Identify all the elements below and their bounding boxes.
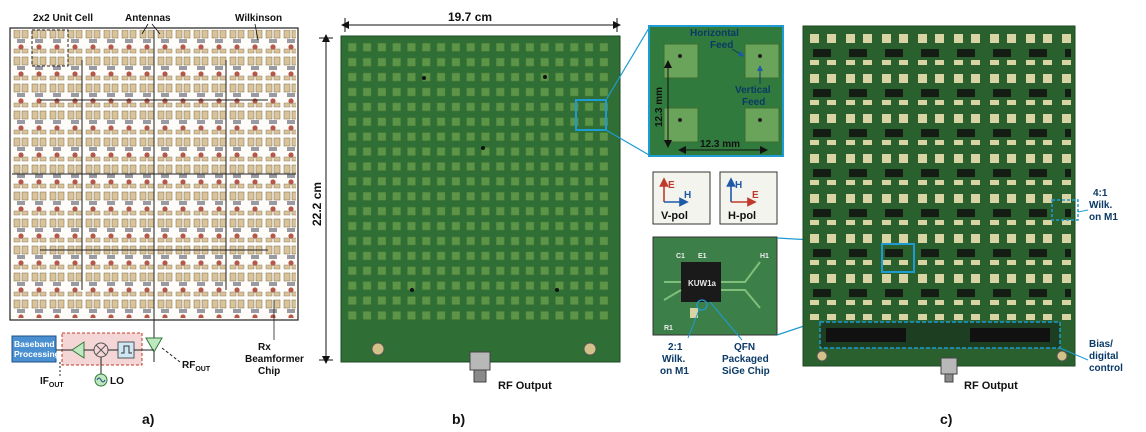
patch-antenna	[744, 107, 780, 143]
label-dim-horizontal: 12.3 mm	[700, 139, 740, 150]
panel-b: 19.7 cm 22.2 cm RF Output Horizont	[310, 10, 883, 427]
patch-antenna-grid	[345, 40, 611, 324]
caption-a: a)	[142, 411, 154, 427]
label-vertical-feed: Vertical Feed	[735, 85, 773, 108]
r1-label: R1	[664, 325, 673, 332]
control-connector	[826, 328, 906, 342]
label-baseband: Baseband Processing	[14, 339, 60, 359]
baseband-processing-block	[11, 335, 57, 363]
patch-antenna	[663, 43, 699, 79]
qfn-chip	[681, 262, 721, 302]
label-height-dim: 22.2 cm	[310, 182, 324, 226]
label-unit-cell: 2x2 Unit Cell	[33, 13, 93, 24]
c1-label: C1	[676, 253, 685, 260]
h1-label: H1	[760, 253, 769, 260]
label-rf-out: RFOUT	[182, 360, 211, 373]
rf-output-connector	[469, 351, 491, 371]
chip-zoom-region-outline	[881, 243, 915, 273]
label-wilk-41: 4:1 Wilk. on M1	[1089, 188, 1118, 223]
label-if-out: IFOUT	[40, 376, 64, 389]
vpol-label: V-pol	[661, 210, 688, 222]
e1-label: E1	[698, 253, 707, 260]
label-antennas: Antennas	[125, 13, 171, 24]
filter-icon	[117, 341, 135, 359]
label-bias-control: Bias/ digital control	[1089, 339, 1123, 374]
patch-antenna	[744, 43, 780, 79]
label-qfn: QFN Packaged SiGe Chip	[722, 342, 771, 377]
mount-hole	[583, 342, 597, 356]
label-rf-output-b: RF Output	[498, 380, 552, 392]
caption-b: b)	[452, 411, 465, 427]
label-wilkinson: Wilkinson	[235, 13, 282, 24]
control-connector	[970, 328, 1050, 342]
feed-network	[12, 30, 296, 338]
label-width-dim: 19.7 cm	[448, 10, 492, 24]
mount-hole	[371, 342, 385, 356]
hpol-e-label: E	[752, 190, 759, 201]
label-dim-vertical: 12.3 mm	[654, 87, 665, 127]
vpol-h-label: H	[684, 190, 691, 201]
caption-c: c)	[940, 411, 952, 427]
rf-out-amplifier-icon	[145, 337, 163, 354]
hpol-h-label: H	[735, 180, 742, 191]
unit-cell-outline	[31, 29, 69, 67]
label-rx-chip: Rx Beamformer Chip	[245, 342, 307, 377]
patch-antenna	[663, 107, 699, 143]
label-lo: LO	[110, 376, 124, 387]
label-horizontal-feed: Horizontal Feed	[690, 28, 742, 51]
panel-c: RF Output 4:1 Wilk. on M1 Bias/ digital …	[802, 25, 1123, 427]
panel-a: 2x2 Unit Cell Antennas Wilkinson RFOUT R…	[9, 13, 307, 427]
hpol-label: H-pol	[728, 210, 756, 222]
chip-marking: KUW1a	[688, 279, 717, 288]
beamformer-chip-grid	[807, 30, 1071, 320]
label-wilk-21: 2:1 Wilk. on M1	[660, 342, 689, 377]
vpol-e-label: E	[668, 180, 675, 191]
rf-output-connector-c	[940, 357, 958, 375]
wilk-41-outline	[1051, 199, 1079, 221]
zoom-region-outline	[575, 99, 607, 131]
label-rf-output-c: RF Output	[964, 380, 1018, 392]
